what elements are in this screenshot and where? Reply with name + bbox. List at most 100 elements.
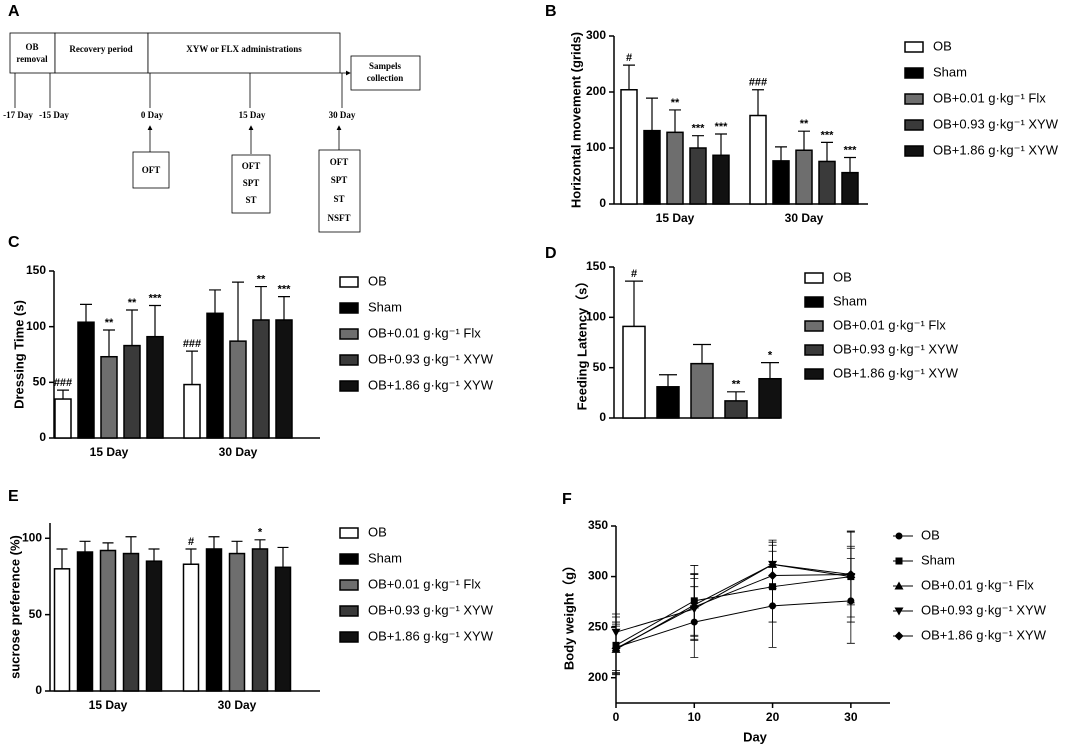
legend-label: OB+0.01 g·kg⁻¹ Flx [368, 325, 481, 340]
legend-swatch [904, 119, 924, 131]
test-label: SPT [331, 175, 348, 185]
bar [818, 160, 836, 205]
y-axis-label: sucrose preference (%) [7, 535, 22, 679]
bar [666, 131, 684, 205]
legend-label: OB+0.01 g·kg⁻¹ Flx [933, 90, 1046, 105]
test-box [318, 149, 361, 233]
legend-label: Sham [933, 64, 967, 79]
legend-label: OB+1.86 g·kg⁻¹ XYW [368, 377, 494, 392]
bar [251, 548, 269, 692]
day-label: 30 Day [329, 110, 356, 120]
phase-box [147, 32, 341, 74]
error-bar [232, 281, 244, 342]
y-tick-label: 50 [29, 607, 43, 621]
significance-label: ### [183, 338, 201, 350]
legend-label: OB+0.93 g·kg⁻¹ XYW [368, 351, 494, 366]
y-axis-label: Dressing Time (s) [11, 300, 26, 409]
error-bar [79, 540, 91, 553]
panel-letter: C [8, 234, 20, 251]
y-tick-label: 300 [586, 28, 606, 42]
error-bar [752, 89, 764, 116]
bar [795, 149, 813, 205]
bar [122, 552, 140, 692]
test-box [231, 154, 271, 214]
legend-label: Sham [833, 293, 867, 308]
bar [206, 312, 224, 439]
significance-label: *** [278, 284, 292, 296]
legend-swatch [804, 272, 824, 284]
legend-swatch [904, 93, 924, 105]
significance-label: *** [149, 292, 163, 304]
legend-marker [894, 631, 904, 641]
error-bar [715, 133, 727, 156]
legend-swatch [904, 41, 924, 53]
y-tick-label: 0 [35, 683, 42, 697]
significance-label: # [631, 268, 637, 280]
legend-swatch [339, 631, 359, 643]
error-bar [727, 391, 745, 401]
significance-label: * [258, 527, 263, 539]
legend-label: OB [368, 524, 387, 539]
legend-label: Sham [921, 552, 955, 567]
legend-label: OB+0.01 g·kg⁻¹ Flx [833, 317, 946, 332]
legend-label: OB+1.86 g·kg⁻¹ XYW [833, 365, 959, 380]
legend-marker [895, 557, 903, 565]
error-bar [693, 343, 711, 364]
legend-label: OB+0.93 g·kg⁻¹ XYW [368, 602, 494, 617]
bar [772, 160, 790, 205]
y-tick-label: 50 [33, 375, 47, 389]
chart: F Body weight（g） 200 250 300 350 0 10 20 30 Day OB S… [561, 491, 1046, 744]
legend-label: OB+0.93 g·kg⁻¹ XYW [921, 602, 1047, 617]
error-bar [102, 542, 114, 551]
error-bar [209, 289, 221, 314]
legend-swatch [904, 145, 924, 157]
x-tick-label: 30 [844, 710, 858, 724]
y-tick-label: 50 [593, 360, 607, 374]
panel-letter: F [562, 491, 572, 508]
error-bar [56, 548, 68, 569]
legend-marker [894, 581, 904, 590]
error-bar [125, 536, 137, 554]
marker [846, 570, 856, 580]
error-bar [148, 548, 160, 562]
bar [100, 355, 118, 439]
phase-box [54, 32, 149, 74]
significance-label: ** [105, 317, 114, 329]
phase-label: OB [25, 42, 38, 52]
bar [145, 560, 163, 692]
y-axis-label: Body weight（g） [561, 559, 576, 670]
significance-label: # [626, 52, 632, 64]
error-bar [625, 280, 643, 327]
bar [53, 568, 71, 692]
y-axis-label: Horizontal movement (grids) [568, 32, 583, 208]
phase-label: removal [16, 54, 48, 64]
error-bar [208, 536, 220, 549]
y-tick-label: 0 [39, 430, 46, 444]
error-bar [80, 303, 92, 323]
legend-label: OB+0.93 g·kg⁻¹ XYW [933, 116, 1059, 131]
y-tick-label: 350 [588, 518, 608, 532]
bar [275, 319, 293, 439]
y-tick-label: 200 [586, 84, 606, 98]
legend-label: OB [833, 269, 852, 284]
legend-swatch [339, 553, 359, 565]
legend-label: OB+0.93 g·kg⁻¹ XYW [833, 341, 959, 356]
legend-label: OB [921, 527, 940, 542]
y-tick-label: 250 [588, 619, 608, 633]
significance-label: ** [671, 97, 680, 109]
day-label: 0 Day [141, 110, 164, 120]
bar [620, 89, 638, 205]
legend-swatch [804, 296, 824, 308]
x-tick-label: 15 Day [90, 445, 129, 459]
bar [76, 551, 94, 692]
x-tick-label: 30 Day [219, 445, 258, 459]
marker [611, 643, 621, 653]
bar [229, 340, 247, 439]
error-bar [775, 146, 787, 161]
legend-swatch [339, 354, 359, 366]
bar [205, 548, 223, 692]
y-tick-label: 100 [22, 530, 42, 544]
